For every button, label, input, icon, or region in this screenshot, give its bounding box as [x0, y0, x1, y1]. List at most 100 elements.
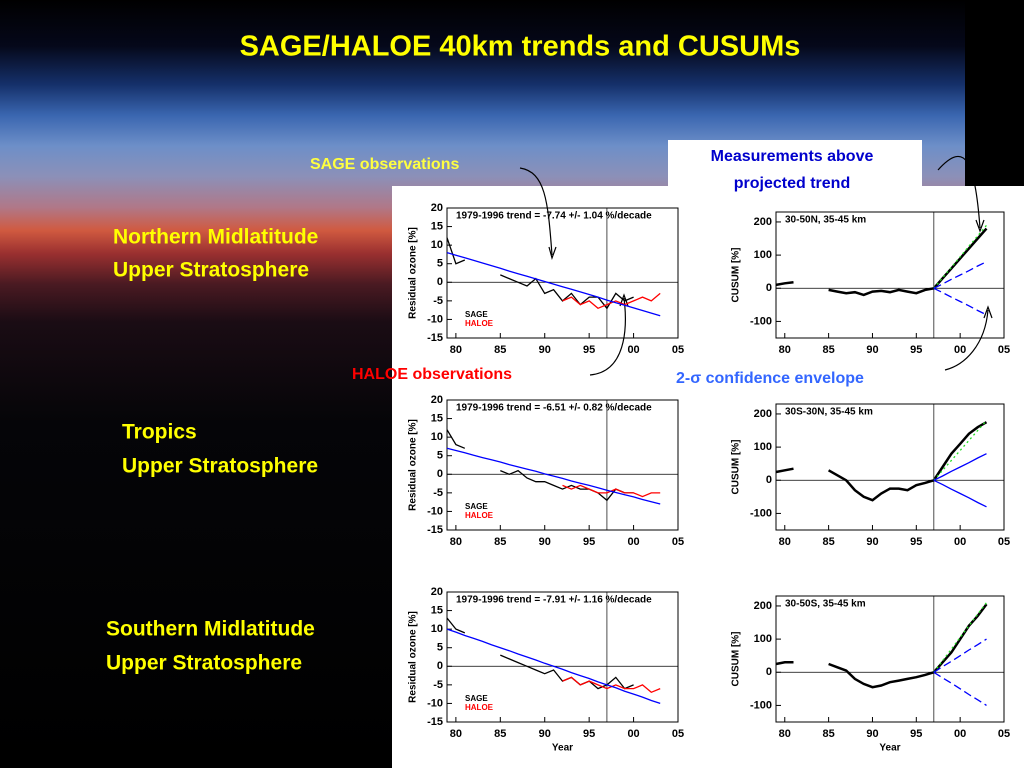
- x-tick-label: 85: [822, 728, 834, 740]
- y-tick-label: 0: [766, 474, 772, 486]
- x-tick-label: 85: [494, 536, 506, 548]
- x-tick-label: 90: [539, 344, 551, 356]
- y-tick-label: -10: [427, 505, 443, 517]
- y-tick-label: 20: [431, 586, 443, 598]
- x-tick-label: 05: [672, 344, 684, 356]
- slide-title: SAGE/HALOE 40km trends and CUSUMs: [240, 31, 801, 63]
- x-tick-label: 80: [450, 344, 462, 356]
- arrow-head: [548, 246, 557, 260]
- arrow: [944, 309, 989, 371]
- plot-frame: [775, 211, 1005, 339]
- legend-entry: HALOE: [465, 703, 494, 712]
- y-tick-label: 10: [431, 431, 443, 443]
- x-tick-label: 95: [583, 728, 595, 740]
- y-tick-label: 200: [754, 600, 772, 612]
- x-tick-label: 00: [954, 344, 966, 356]
- annotation: 1979-1996 trend = -7.74 +/- 1.04 %/decad…: [456, 211, 652, 222]
- y-tick-label: 0: [437, 468, 443, 480]
- region-label: Tropics: [122, 421, 197, 444]
- x-tick-label: 00: [627, 536, 639, 548]
- x-tick-label: 80: [450, 536, 462, 548]
- x-tick-label: 95: [910, 728, 922, 740]
- y-tick-label: 5: [437, 450, 443, 462]
- y-tick-label: 20: [431, 202, 443, 214]
- callout: projected trend: [734, 175, 850, 192]
- y-tick-label: 0: [437, 660, 443, 672]
- y-tick-label: 100: [754, 633, 772, 645]
- x-tick-label: 00: [627, 728, 639, 740]
- y-tick-label: 0: [437, 276, 443, 288]
- x-tick-label: 80: [779, 344, 791, 356]
- y-tick-label: -5: [433, 679, 443, 691]
- x-tick-label: 85: [822, 344, 834, 356]
- series-line: [446, 251, 661, 317]
- y-tick-label: 5: [437, 258, 443, 270]
- y-axis-label: CUSUM [%]: [731, 632, 742, 687]
- x-tick-label: 90: [866, 728, 878, 740]
- callout: 2-σ confidence envelope: [676, 370, 864, 387]
- y-tick-label: 10: [431, 623, 443, 635]
- plot-frame: [446, 207, 679, 339]
- x-tick-label: 90: [539, 728, 551, 740]
- plot-panel: [392, 186, 1024, 768]
- y-tick-label: 100: [754, 249, 772, 261]
- plot-frame: [446, 591, 679, 723]
- x-axis-label: Year: [879, 743, 900, 754]
- series-line: [933, 224, 988, 289]
- plot-frame: [775, 595, 1005, 723]
- y-tick-label: 100: [754, 441, 772, 453]
- x-tick-label: 95: [910, 536, 922, 548]
- y-axis-label: CUSUM [%]: [731, 248, 742, 303]
- x-tick-label: 90: [866, 344, 878, 356]
- x-tick-label: 00: [954, 728, 966, 740]
- y-tick-label: -100: [750, 315, 772, 327]
- annotation: 1979-1996 trend = -7.91 +/- 1.16 %/decad…: [456, 595, 652, 606]
- series-line: [933, 287, 987, 316]
- x-tick-label: 80: [779, 728, 791, 740]
- y-tick-label: 200: [754, 216, 772, 228]
- x-tick-label: 00: [627, 344, 639, 356]
- y-tick-label: -10: [427, 313, 443, 325]
- arrow: [937, 155, 981, 229]
- x-tick-label: 00: [954, 536, 966, 548]
- x-tick-label: 05: [672, 536, 684, 548]
- legend-entry: SAGE: [465, 694, 488, 703]
- x-tick-label: 90: [539, 536, 551, 548]
- legend-entry: SAGE: [465, 310, 488, 319]
- y-axis-label: Residual ozone [%]: [408, 227, 419, 319]
- y-tick-label: -15: [427, 332, 443, 344]
- series-line: [933, 671, 987, 706]
- region-label: Upper Stratosphere: [113, 259, 309, 282]
- callout: SAGE observations: [310, 156, 459, 173]
- series-line: [933, 453, 987, 481]
- x-tick-label: 80: [779, 536, 791, 548]
- callout: HALOE observations: [352, 366, 512, 383]
- series-line: [775, 603, 988, 689]
- series-line: [775, 421, 988, 502]
- arrow-head: [975, 219, 985, 233]
- y-tick-label: 10: [431, 239, 443, 251]
- y-tick-label: -15: [427, 716, 443, 728]
- x-tick-label: 95: [583, 536, 595, 548]
- x-tick-label: 85: [494, 728, 506, 740]
- y-tick-label: 200: [754, 408, 772, 420]
- region-label: Southern Midlatitude: [106, 618, 315, 641]
- y-tick-label: -100: [750, 699, 772, 711]
- series-line: [933, 261, 987, 289]
- chart: 80 85 90 95 00 05 -100 0 100 200 CUSUM [%] 30-50N, …: [731, 211, 1010, 356]
- arrow-head: [619, 293, 629, 307]
- y-tick-label: 0: [766, 282, 772, 294]
- y-axis-label: Residual ozone [%]: [408, 419, 419, 511]
- series-line: [446, 447, 661, 505]
- series-line: [562, 292, 661, 310]
- annotation: 30-50N, 35-45 km: [785, 215, 866, 226]
- x-tick-label: 05: [998, 728, 1010, 740]
- chart: 80 85 90 95 00 05 -100 0 100 200 CUSUM [%] 30S-30N,…: [731, 403, 1010, 548]
- series-line: [933, 479, 987, 508]
- plot-frame: [446, 399, 679, 531]
- region-label: Northern Midlatitude: [113, 226, 318, 249]
